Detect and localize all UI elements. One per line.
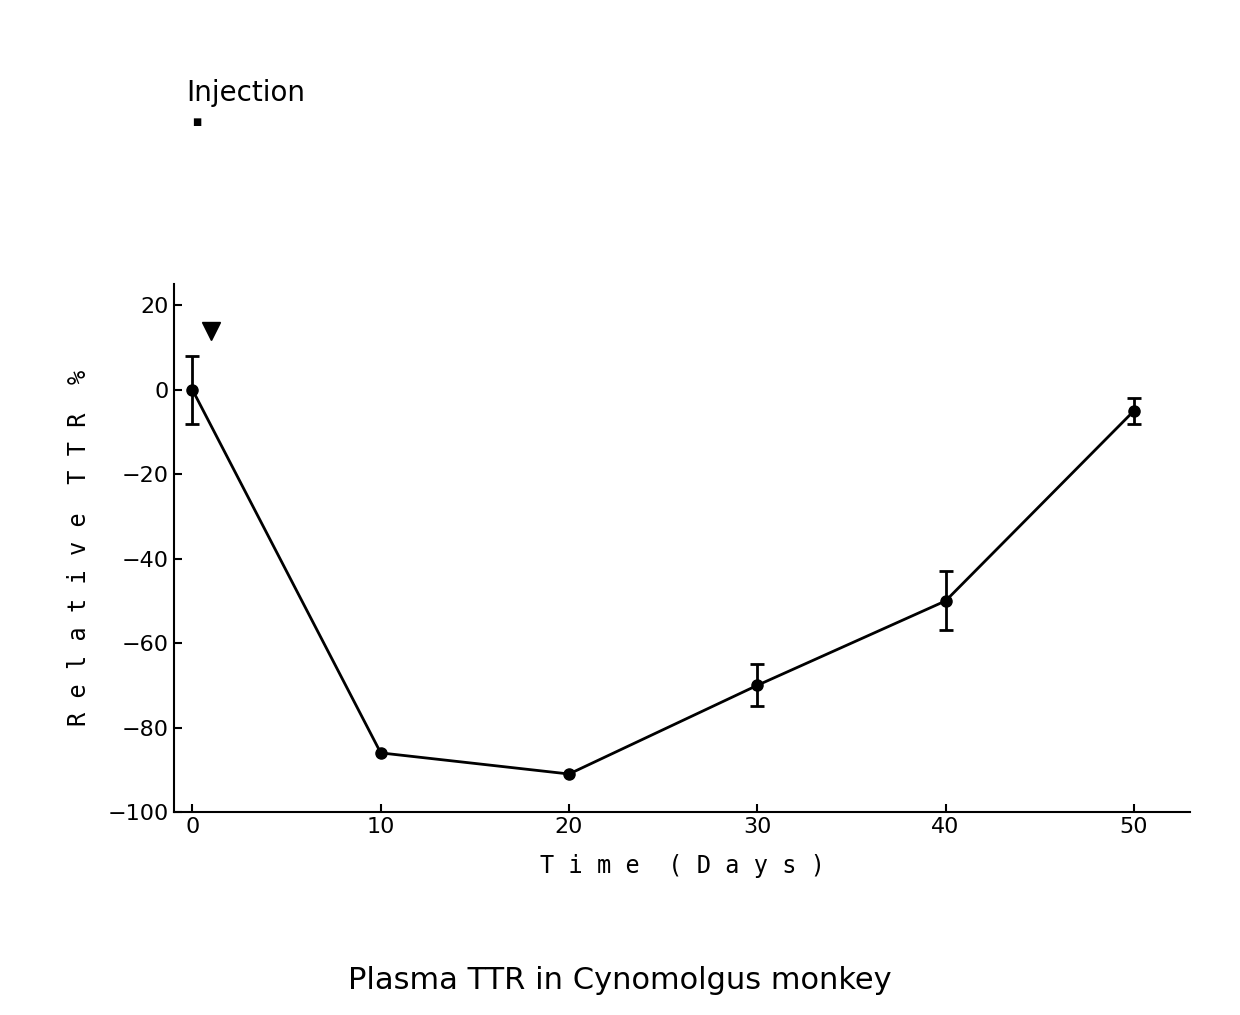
X-axis label: T i m e  ( D a y s ): T i m e ( D a y s ) bbox=[539, 854, 825, 878]
Y-axis label: R e l a t i v e  T T R  %: R e l a t i v e T T R % bbox=[67, 370, 91, 726]
Text: ■: ■ bbox=[192, 117, 201, 127]
Text: Injection: Injection bbox=[186, 78, 305, 107]
Text: Plasma TTR in Cynomolgus monkey: Plasma TTR in Cynomolgus monkey bbox=[348, 965, 892, 995]
